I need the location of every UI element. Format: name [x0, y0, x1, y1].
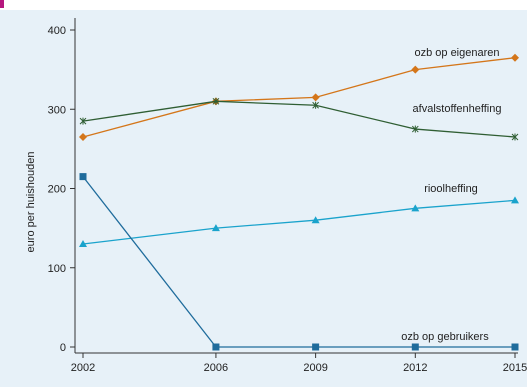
series-label-3: ozb op gebruikers: [401, 331, 489, 343]
data-point-2-0: [79, 239, 87, 247]
x-tick-label: 2012: [403, 362, 427, 374]
data-point-0-2: [311, 93, 320, 102]
y-tick-label: 300: [48, 104, 66, 116]
data-point-3-0: [79, 173, 87, 181]
data-point-2-2: [311, 216, 320, 224]
y-tick-label: 200: [48, 184, 66, 196]
data-point-3-2: [312, 343, 320, 351]
x-tick-label: 2006: [204, 362, 228, 374]
series-label-2: rioolheffing: [424, 183, 478, 195]
data-point-2-4: [511, 196, 519, 204]
y-tick-label: 400: [48, 25, 66, 37]
plot-background: [0, 10, 527, 387]
data-point-0-3: [411, 65, 420, 74]
series-labels: ozb op eigenaren afvalstoffenheffing riool…: [401, 47, 501, 343]
x-ticks: 2002 2006 2009 2012 2015: [71, 353, 527, 374]
data-point-1-3: [411, 125, 419, 133]
x-tick-label: 2009: [303, 362, 327, 374]
x-tick-label: 2015: [503, 362, 527, 374]
data-point-1-2: [312, 101, 319, 109]
y-tick-label: 100: [48, 263, 66, 275]
data-point-2-1: [211, 224, 220, 232]
data-point-0-4: [511, 53, 519, 62]
data-point-3-3: [411, 343, 419, 351]
series-layer: [79, 53, 519, 351]
series-label-1: afvalstoffenheffing: [413, 103, 502, 115]
y-axis-label: euro per huishouden: [25, 152, 37, 253]
data-point-1-4: [511, 133, 519, 141]
data-point-1-1: [212, 97, 220, 105]
accent-bar: [0, 0, 4, 8]
data-point-3-1: [212, 343, 220, 351]
data-point-2-3: [411, 204, 420, 212]
y-tick-label: 0: [60, 342, 66, 354]
series-label-0: ozb op eigenaren: [414, 47, 499, 59]
data-point-0-0: [79, 132, 87, 141]
data-point-3-4: [511, 343, 519, 351]
x-tick-label: 2002: [71, 362, 95, 374]
data-point-1-0: [79, 117, 87, 125]
y-ticks: 0 100 200 300 400: [48, 25, 75, 354]
